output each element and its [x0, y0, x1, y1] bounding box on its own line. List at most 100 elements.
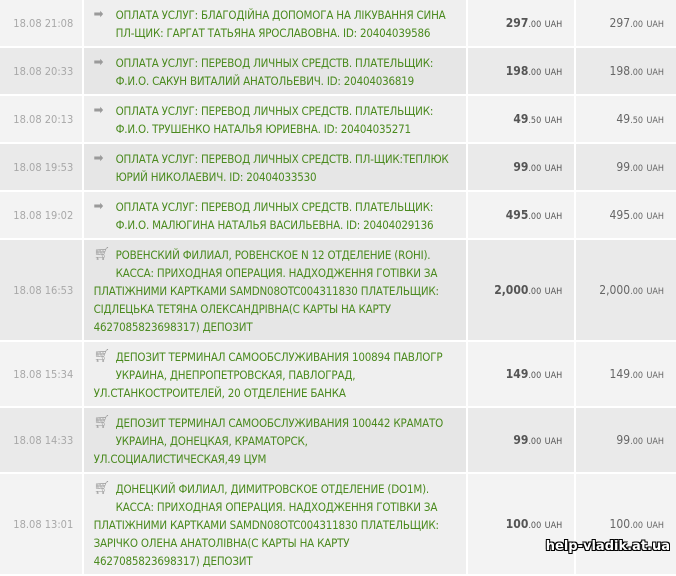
transaction-description: 🛒︎ДЕПОЗИТ ТЕРМИНАЛ САМООБСЛУЖИВАНИЯ 1004… [84, 408, 467, 472]
transaction-amount: 99.00 UAH [468, 144, 574, 190]
balance-integer: 49 [616, 112, 630, 126]
transaction-amount: 149.00 UAH [468, 342, 574, 406]
transaction-description: ➡ОПЛАТА УСЛУГ: БЛАГОДІЙНА ДОПОМОГА НА ЛІ… [84, 0, 467, 46]
transaction-date: 18.08 16:53 [0, 240, 82, 340]
balance-currency: UAH [646, 116, 664, 126]
amount-decimal: .00 [528, 20, 541, 30]
balance-integer: 149 [610, 367, 631, 381]
cart-icon: 🛒︎ [94, 246, 116, 278]
balance-currency: UAH [646, 164, 664, 174]
transaction-date: 18.08 19:02 [0, 192, 82, 238]
cart-icon: 🛒︎ [94, 414, 116, 446]
balance-currency: UAH [646, 371, 664, 381]
balance-decimal: .00 [630, 287, 643, 297]
arrow-right-icon: ➡ [94, 102, 116, 134]
amount-integer: 149 [506, 367, 529, 381]
balance-currency: UAH [646, 212, 664, 222]
balance-integer: 297 [610, 16, 631, 30]
amount-decimal: .00 [528, 287, 541, 297]
transaction-balance: 495.00 UAH [576, 192, 676, 238]
amount-integer: 49 [513, 112, 528, 126]
transaction-row[interactable]: 18.08 21:08 ➡ОПЛАТА УСЛУГ: БЛАГОДІЙНА ДО… [0, 0, 676, 46]
balance-currency: UAH [646, 287, 664, 297]
transaction-row[interactable]: 18.08 20:13 ➡ОПЛАТА УСЛУГ: ПЕРЕВОД ЛИЧНЫ… [0, 96, 676, 142]
transaction-amount: 297.00 UAH [468, 0, 574, 46]
amount-decimal: .50 [528, 116, 541, 126]
transaction-balance: 99.00 UAH [576, 408, 676, 472]
description-text: ДЕПОЗИТ ТЕРМИНАЛ САМООБСЛУЖИВАНИЯ 100894… [94, 350, 443, 400]
transaction-date: 18.08 15:34 [0, 342, 82, 406]
transaction-row[interactable]: 18.08 20:33 ➡ОПЛАТА УСЛУГ: ПЕРЕВОД ЛИЧНЫ… [0, 48, 676, 94]
transaction-description: 🛒︎ДОНЕЦКИЙ ФИЛИАЛ, ДИМИТРОВСКОЕ ОТДЕЛЕНИ… [84, 474, 467, 574]
arrow-right-icon: ➡ [94, 54, 116, 86]
amount-integer: 2,000 [494, 283, 528, 297]
description-text: ОПЛАТА УСЛУГ: ПЕРЕВОД ЛИЧНЫХ СРЕДСТВ. ПЛ… [116, 152, 449, 184]
amount-currency: UAH [545, 287, 563, 297]
transaction-balance: 297.00 UAH [576, 0, 676, 46]
balance-integer: 100 [610, 517, 631, 531]
amount-decimal: .00 [528, 437, 541, 447]
transaction-description: ➡ОПЛАТА УСЛУГ: ПЕРЕВОД ЛИЧНЫХ СРЕДСТВ. П… [84, 96, 467, 142]
transaction-amount: 495.00 UAH [468, 192, 574, 238]
transaction-balance: 2,000.00 UAH [576, 240, 676, 340]
amount-decimal: .00 [528, 164, 541, 174]
description-text: ОПЛАТА УСЛУГ: БЛАГОДІЙНА ДОПОМОГА НА ЛІК… [116, 8, 446, 40]
transaction-amount: 198.00 UAH [468, 48, 574, 94]
balance-decimal: .50 [630, 116, 643, 126]
description-text: ОПЛАТА УСЛУГ: ПЕРЕВОД ЛИЧНЫХ СРЕДСТВ. ПЛ… [116, 200, 434, 232]
amount-decimal: .00 [528, 68, 541, 78]
amount-integer: 198 [506, 64, 529, 78]
balance-decimal: .00 [630, 521, 643, 531]
arrow-right-icon: ➡ [94, 6, 116, 38]
amount-integer: 99 [513, 433, 528, 447]
balance-integer: 198 [610, 64, 631, 78]
amount-decimal: .00 [528, 371, 541, 381]
description-text: ОПЛАТА УСЛУГ: ПЕРЕВОД ЛИЧНЫХ СРЕДСТВ. ПЛ… [116, 104, 434, 136]
transaction-date: 18.08 21:08 [0, 0, 82, 46]
balance-currency: UAH [646, 437, 664, 447]
amount-decimal: .00 [528, 212, 541, 222]
transaction-amount: 100.00 UAH [468, 474, 574, 574]
amount-currency: UAH [545, 521, 563, 531]
cart-icon: 🛒︎ [94, 348, 116, 380]
arrow-right-icon: ➡ [94, 150, 116, 182]
transaction-balance: 99.00 UAH [576, 144, 676, 190]
amount-currency: UAH [545, 116, 563, 126]
cart-icon: 🛒︎ [94, 480, 116, 512]
watermark: help-vladik.at.ua [546, 539, 670, 554]
balance-decimal: .00 [630, 437, 643, 447]
transaction-date: 18.08 19:53 [0, 144, 82, 190]
transaction-description: ➡ОПЛАТА УСЛУГ: ПЕРЕВОД ЛИЧНЫХ СРЕДСТВ. П… [84, 48, 467, 94]
balance-currency: UAH [646, 20, 664, 30]
transaction-amount: 2,000.00 UAH [468, 240, 574, 340]
transaction-date: 18.08 20:33 [0, 48, 82, 94]
amount-integer: 100 [506, 517, 529, 531]
transaction-amount: 49.50 UAH [468, 96, 574, 142]
transaction-row[interactable]: 18.08 19:02 ➡ОПЛАТА УСЛУГ: ПЕРЕВОД ЛИЧНЫ… [0, 192, 676, 238]
balance-currency: UAH [646, 68, 664, 78]
balance-decimal: .00 [630, 371, 643, 381]
balance-decimal: .00 [630, 20, 643, 30]
transaction-row[interactable]: 18.08 13:01 🛒︎ДОНЕЦКИЙ ФИЛИАЛ, ДИМИТРОВС… [0, 474, 676, 574]
amount-currency: UAH [545, 437, 563, 447]
balance-currency: UAH [646, 521, 664, 531]
balance-decimal: .00 [630, 164, 643, 174]
transaction-row[interactable]: 18.08 19:53 ➡ОПЛАТА УСЛУГ: ПЕРЕВОД ЛИЧНЫ… [0, 144, 676, 190]
transaction-description: 🛒︎ДЕПОЗИТ ТЕРМИНАЛ САМООБСЛУЖИВАНИЯ 1008… [84, 342, 467, 406]
amount-integer: 297 [506, 16, 529, 30]
transaction-amount: 99.00 UAH [468, 408, 574, 472]
transaction-description: ➡ОПЛАТА УСЛУГ: ПЕРЕВОД ЛИЧНЫХ СРЕДСТВ. П… [84, 192, 467, 238]
transaction-balance: 100.00 UAH [576, 474, 676, 574]
description-text: ДОНЕЦКИЙ ФИЛИАЛ, ДИМИТРОВСКОЕ ОТДЕЛЕНИЕ … [94, 482, 439, 568]
transaction-balance: 149.00 UAH [576, 342, 676, 406]
transaction-balance: 49.50 UAH [576, 96, 676, 142]
transaction-row[interactable]: 18.08 16:53 🛒︎РОВЕНСКИЙ ФИЛИАЛ, РОВЕНСКО… [0, 240, 676, 340]
transaction-row[interactable]: 18.08 14:33 🛒︎ДЕПОЗИТ ТЕРМИНАЛ САМООБСЛУ… [0, 408, 676, 472]
transaction-date: 18.08 13:01 [0, 474, 82, 574]
amount-currency: UAH [545, 212, 563, 222]
transaction-row[interactable]: 18.08 15:34 🛒︎ДЕПОЗИТ ТЕРМИНАЛ САМООБСЛУ… [0, 342, 676, 406]
balance-integer: 99 [616, 433, 630, 447]
description-text: РОВЕНСКИЙ ФИЛИАЛ, РОВЕНСКОЕ N 12 ОТДЕЛЕН… [94, 248, 439, 334]
balance-integer: 2,000 [599, 283, 630, 297]
